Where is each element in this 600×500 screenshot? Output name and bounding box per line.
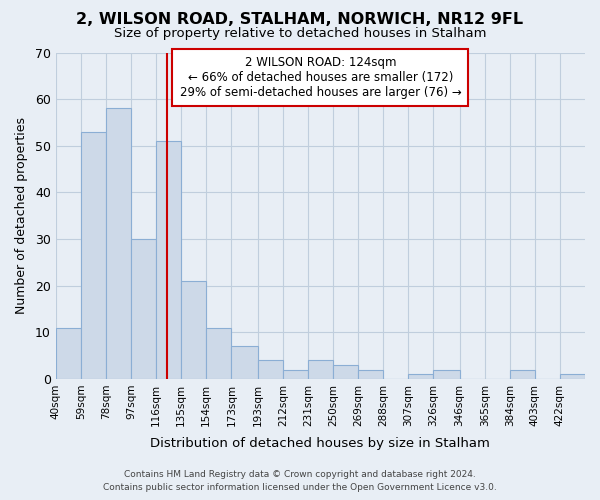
Text: Size of property relative to detached houses in Stalham: Size of property relative to detached ho…	[114, 28, 486, 40]
Bar	[81, 132, 106, 379]
Bar	[232, 346, 258, 379]
Bar	[56, 328, 81, 379]
X-axis label: Distribution of detached houses by size in Stalham: Distribution of detached houses by size …	[151, 437, 490, 450]
Bar	[358, 370, 383, 379]
Text: Contains HM Land Registry data © Crown copyright and database right 2024.
Contai: Contains HM Land Registry data © Crown c…	[103, 470, 497, 492]
Bar	[131, 239, 156, 379]
Bar	[433, 370, 460, 379]
Bar	[510, 370, 535, 379]
Bar	[106, 108, 131, 379]
Bar	[308, 360, 333, 379]
Bar	[408, 374, 433, 379]
Bar	[181, 281, 206, 379]
Y-axis label: Number of detached properties: Number of detached properties	[15, 117, 28, 314]
Text: 2, WILSON ROAD, STALHAM, NORWICH, NR12 9FL: 2, WILSON ROAD, STALHAM, NORWICH, NR12 9…	[76, 12, 524, 28]
Bar	[333, 365, 358, 379]
Bar	[560, 374, 585, 379]
Bar	[258, 360, 283, 379]
Text: 2 WILSON ROAD: 124sqm
← 66% of detached houses are smaller (172)
29% of semi-det: 2 WILSON ROAD: 124sqm ← 66% of detached …	[179, 56, 461, 99]
Bar	[156, 141, 181, 379]
Bar	[283, 370, 308, 379]
Bar	[206, 328, 232, 379]
